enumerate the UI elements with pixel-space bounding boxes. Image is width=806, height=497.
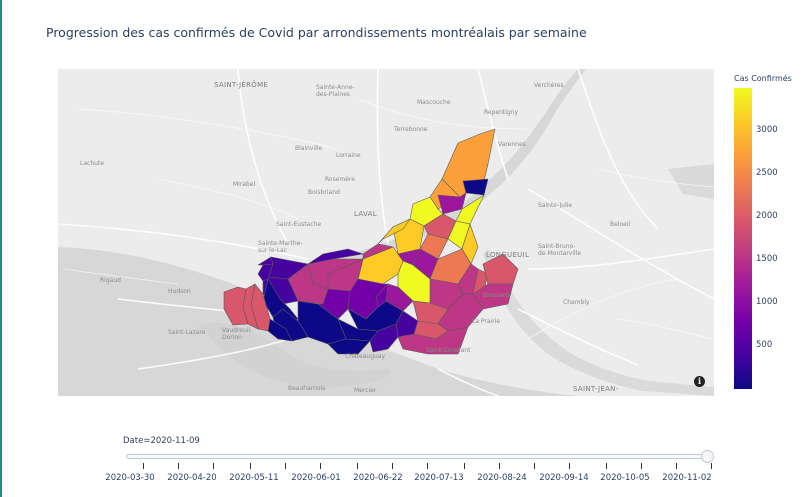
slider-tick (641, 463, 642, 469)
place-label: Brossard (483, 292, 510, 299)
place-label: Saint-Lazare (168, 329, 206, 336)
slider-tick (357, 463, 358, 469)
slider-tick-label: 2020-08-24 (477, 473, 527, 483)
place-label: Mirabel (233, 181, 256, 188)
place-label: Sainte-Marthe-sur-le-Lac (258, 240, 303, 254)
colorbar-tick-label: 1500 (756, 254, 778, 264)
place-label: Saint-Bruno-de-Montarville (538, 243, 582, 257)
place-label: Châteauguay (345, 353, 386, 360)
colorbar-tick-label: 2500 (756, 168, 778, 178)
page-left-border (0, 0, 2, 497)
place-label: LAVAL (354, 210, 377, 218)
place-label: Beauharnois (288, 385, 326, 392)
slider-tick (499, 463, 500, 469)
place-label: LONGUEUIL (486, 251, 530, 259)
place-label: Hudson (168, 288, 191, 295)
colorbar-tick-label: 1000 (756, 297, 778, 307)
slider-tick (464, 463, 465, 469)
borough-notre-dame (307, 248, 364, 265)
borough-west-far (257, 256, 274, 266)
colorbar-tick-label: 2000 (756, 211, 778, 221)
place-label: Lachute (80, 160, 104, 167)
place-label: Lorraine (336, 152, 361, 159)
map-svg (58, 69, 714, 396)
place-label: SAINT-JEAN- (573, 385, 619, 393)
borough-south-shore (397, 326, 469, 355)
slider-tick (569, 463, 570, 469)
place-label: Verchères (534, 82, 564, 89)
borough-sud-ouest-2 (362, 243, 394, 260)
slider-tick (178, 463, 179, 469)
lake-east (668, 164, 714, 199)
colorbar-tick-label: 3000 (756, 125, 778, 135)
place-label: SAINT-JÉRÔME (214, 81, 269, 89)
place-label: Boisbriand (308, 189, 340, 196)
colorbar (734, 88, 752, 389)
place-label: Sainte-Anne-des-Plaines (316, 84, 355, 98)
slider-tick (427, 463, 428, 469)
date-slider-handle[interactable] (701, 450, 714, 463)
place-label: Rosemère (325, 176, 355, 183)
slider-tick (711, 463, 712, 469)
slider-tick-label: 2020-06-22 (353, 473, 403, 483)
slider-tick (285, 463, 286, 469)
slider-tick (143, 463, 144, 469)
borough-layer (223, 128, 519, 355)
borough-lachine-south (327, 338, 371, 355)
map-area[interactable]: SAINT-JÉRÔME Sainte-Anne-des-Plaines Mas… (58, 69, 714, 396)
slider-tick (392, 463, 393, 469)
colorbar-tick-label: 500 (756, 340, 773, 350)
slider-tick-label: 2020-07-13 (414, 473, 464, 483)
place-label: Mascouche (417, 99, 451, 106)
slider-tick-label: 2020-03-30 (105, 473, 155, 483)
slider-tick-label: 2020-05-11 (229, 473, 279, 483)
place-label: Saint-Eustache (276, 221, 322, 228)
slider-tick-label: 2020-04-20 (167, 473, 217, 483)
slider-tick-label: 2020-09-14 (539, 473, 589, 483)
place-label: Varennes (498, 141, 526, 148)
place-label: Chambly (563, 299, 590, 306)
borough-st-laurent-north (377, 218, 411, 245)
river-east (483, 249, 714, 396)
slider-tick-label: 2020-06-01 (291, 473, 341, 483)
slider-tick (250, 463, 251, 469)
slider-tick-label: 2020-11-02 (662, 473, 712, 483)
place-label: Vaudreuil- Dorion (222, 327, 253, 341)
slider-tick (534, 463, 535, 469)
borough-anjou-north (437, 192, 467, 215)
borough-ile-perrot (223, 286, 249, 326)
place-label: La Prairie (472, 318, 501, 325)
river-water (58, 247, 578, 396)
slider-tick-label: 2020-10-05 (600, 473, 650, 483)
borough-ahuntsic (392, 218, 425, 255)
place-label: Mercier (354, 387, 377, 394)
slider-tick (213, 463, 214, 469)
borough-longueuil-east (482, 253, 519, 285)
slider-current-value: Date=2020-11-09 (123, 436, 200, 446)
place-label: Terrebonne (394, 126, 428, 133)
place-label: Sainte-Julie (538, 202, 573, 209)
place-label: Saint-Constant (426, 347, 471, 354)
date-slider-rail[interactable] (126, 454, 712, 459)
place-label: Rigaud (100, 277, 121, 284)
lake-water (198, 322, 390, 388)
place-label: Repentigny (484, 109, 519, 116)
info-icon[interactable]: i (694, 376, 705, 387)
slider-tick (320, 463, 321, 469)
slider-tick (676, 463, 677, 469)
minor-roads (62, 98, 714, 340)
borough-montreal-est (462, 178, 489, 196)
chart-title: Progression des cas confirmés de Covid p… (46, 25, 587, 40)
colorbar-title: Cas Confirmés (734, 74, 792, 83)
place-label: Blainville (295, 145, 323, 152)
place-label: Beloeil (610, 221, 631, 228)
slider-tick (606, 463, 607, 469)
